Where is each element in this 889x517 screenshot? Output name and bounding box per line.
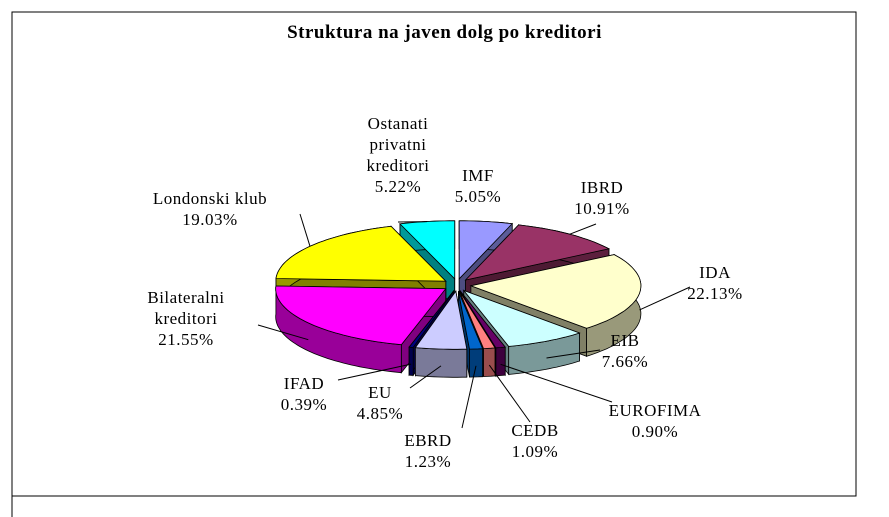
slice-value-label: 4.85% (356, 404, 404, 423)
slice-value-label: 5.22% (374, 177, 422, 196)
leader-line (500, 363, 613, 403)
leader-line (409, 365, 442, 389)
slice-value-label: 22.13% (687, 284, 743, 303)
slice-label: EBRD (404, 431, 452, 450)
slice-label: EU (368, 383, 392, 402)
slice-value-label: 7.66% (601, 352, 649, 371)
slice (462, 289, 581, 347)
slice (469, 254, 642, 329)
leader-line (546, 349, 601, 359)
slice-label: IDA (699, 263, 731, 282)
slice-side (469, 348, 483, 378)
slice-side (415, 347, 468, 378)
leader-line (639, 286, 691, 311)
slice (459, 290, 506, 349)
slice-label: IBRD (580, 178, 624, 197)
slice-value-label: 5.05% (454, 187, 502, 206)
slice-label: Londonski klub (152, 189, 268, 208)
slice (399, 220, 456, 280)
slice-side (483, 347, 496, 378)
slice-side (408, 346, 414, 376)
slice-value-label: 21.55% (158, 330, 214, 349)
leader-line (337, 363, 412, 381)
leader-line (569, 223, 597, 235)
slice-value-label: 10.91% (574, 199, 630, 218)
slice-label: CEDB (511, 421, 559, 440)
leader-line (299, 213, 311, 247)
leader-line (461, 365, 477, 429)
slice-side (495, 346, 506, 377)
slice (459, 290, 496, 350)
slice (458, 220, 514, 280)
slice-value-label: 19.03% (182, 210, 238, 229)
leader-line (488, 364, 531, 423)
slice-value-label: 1.23% (404, 452, 452, 471)
slice-label: Bilateralni kreditori (147, 288, 225, 328)
slice (408, 290, 454, 348)
slice (458, 291, 484, 350)
slice-value-label: 1.09% (511, 442, 559, 461)
chart-title: Struktura na javen dolg po kreditori (287, 22, 602, 43)
leader-line (257, 324, 309, 341)
slice-label: EUROFIMA (608, 401, 702, 420)
slice-label: EIB (610, 331, 640, 350)
slice (275, 285, 447, 346)
slice-label: IFAD (283, 374, 325, 393)
chart-frame (11, 11, 857, 497)
slice-value-label: 0.39% (280, 395, 328, 414)
slice-label: IMF (462, 166, 494, 185)
slice (414, 290, 468, 350)
slice-value-label: 0.90% (631, 422, 679, 441)
slice-label: Ostanati privatni kreditori (366, 114, 430, 175)
